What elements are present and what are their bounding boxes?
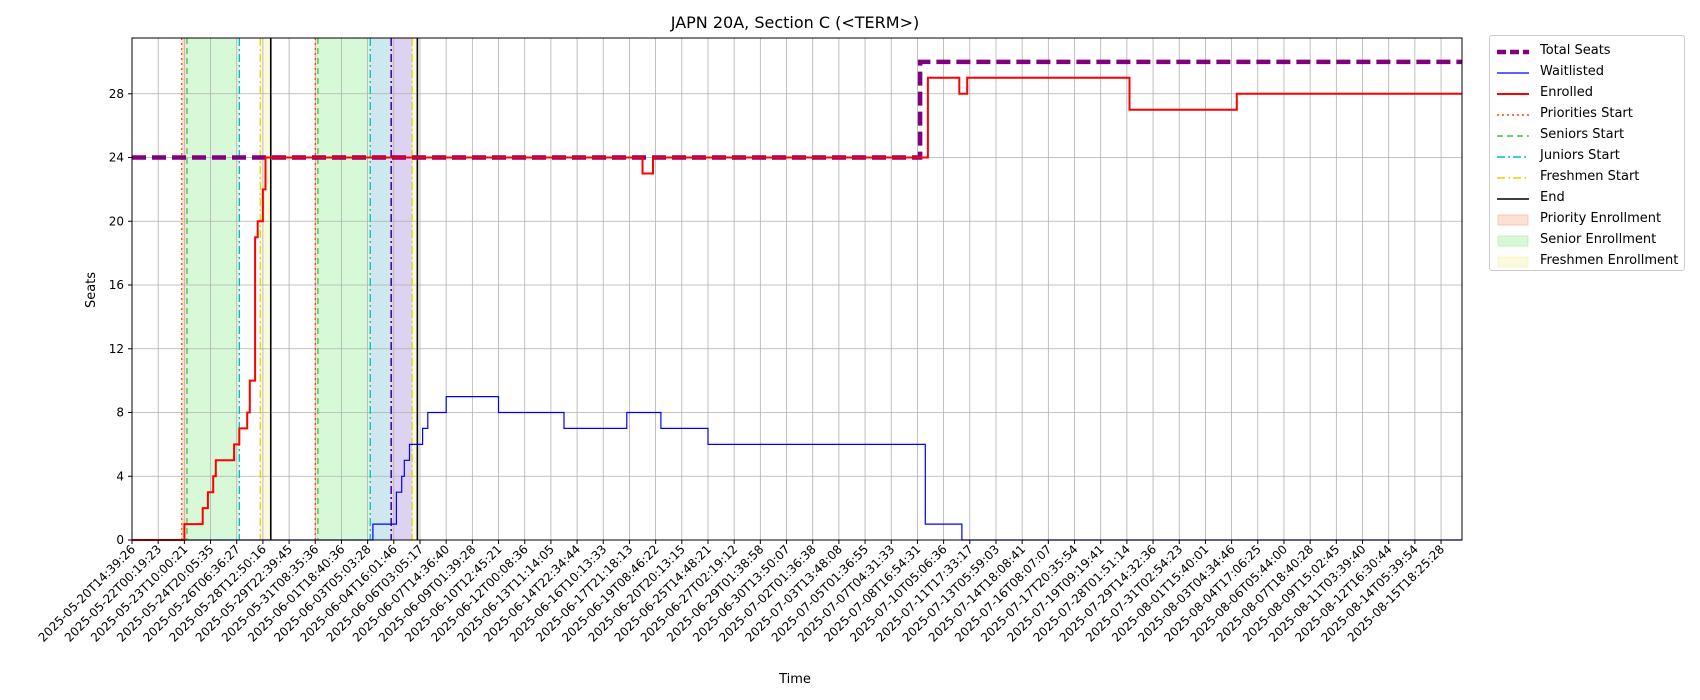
legend-label-5: Juniors Start (1540, 148, 1620, 163)
legend-label-4: Seniors Start (1540, 127, 1625, 142)
span-2-1 (412, 38, 418, 540)
ytick-label-0: 0 (116, 533, 124, 547)
legend-swatch-6 (1496, 170, 1530, 184)
x-axis-label: Time (778, 672, 811, 687)
legend-swatch-2 (1496, 86, 1530, 100)
legend-label-7: End (1540, 190, 1565, 205)
plot-frame (131, 37, 1463, 541)
series-2 (132, 76, 1462, 541)
series-lines (132, 59, 1462, 541)
legend-label-1: Waitlisted (1540, 64, 1605, 79)
ytick-label-7: 28 (109, 87, 124, 101)
y-axis-label: Seats (84, 272, 99, 308)
span-0-1 (315, 38, 318, 540)
ytick-label-6: 24 (109, 151, 124, 165)
grid-lines (131, 38, 1462, 541)
legend-item-0: Total Seats (1490, 40, 1684, 61)
phase-lines (181, 38, 419, 540)
ytick-label-5: 20 (109, 214, 124, 228)
legend-swatch-0 (1496, 44, 1530, 58)
legend-item-6: Freshmen Start (1490, 166, 1684, 187)
legend-label-0: Total Seats (1540, 43, 1611, 58)
span-1-1 (317, 38, 371, 540)
legend-swatch-7 (1496, 191, 1530, 205)
enrollment-spans (181, 38, 418, 540)
legend-swatch-10 (1496, 254, 1530, 268)
y-axis-ticks: 0 4 8 12 16 20 24 28 (109, 87, 132, 547)
legend-item-7: End (1490, 187, 1684, 208)
ytick-label-3: 12 (109, 342, 124, 356)
legend-label-9: Senior Enrollment (1540, 232, 1657, 247)
series-1 (132, 396, 1462, 541)
legend-swatch-5 (1496, 149, 1530, 163)
chart-title: JAPN 20A, Section C (<TERM>) (670, 13, 919, 32)
span-2-0 (260, 38, 271, 540)
ytick-label-4: 16 (109, 278, 124, 292)
extra-span-0 (370, 38, 392, 540)
legend-item-4: Seniors Start (1490, 124, 1684, 145)
legend-label-8: Priority Enrollment (1540, 211, 1662, 226)
ytick-label-1: 4 (116, 469, 124, 483)
legend-item-5: Juniors Start (1490, 145, 1684, 166)
legend-label-10: Freshmen Enrollment (1540, 253, 1679, 268)
ytick-label-2: 8 (116, 406, 124, 420)
legend-label-6: Freshmen Start (1540, 169, 1640, 184)
legend: Total Seats Waitlisted Enrolled Priorities … (1489, 35, 1685, 271)
legend-swatch-8 (1496, 212, 1530, 226)
legend-item-10: Freshmen Enrollment (1490, 250, 1684, 271)
legend-item-1: Waitlisted (1490, 61, 1684, 82)
legend-swatch-1 (1496, 65, 1530, 79)
extra-span-1 (391, 38, 413, 540)
span-1-0 (186, 38, 240, 540)
legend-swatch-3 (1496, 107, 1530, 121)
legend-item-9: Senior Enrollment (1490, 229, 1684, 250)
legend-label-2: Enrolled (1540, 85, 1593, 100)
legend-swatch-9 (1496, 233, 1530, 247)
legend-item-2: Enrolled (1490, 82, 1684, 103)
legend-label-3: Priorities Start (1540, 106, 1633, 121)
legend-item-3: Priorities Start (1490, 103, 1684, 124)
legend-item-8: Priority Enrollment (1490, 208, 1684, 229)
x-axis-ticks: 2025-05-20T14:39:262025-05-22T00:19:2320… (36, 540, 1447, 645)
legend-swatch-4 (1496, 128, 1530, 142)
